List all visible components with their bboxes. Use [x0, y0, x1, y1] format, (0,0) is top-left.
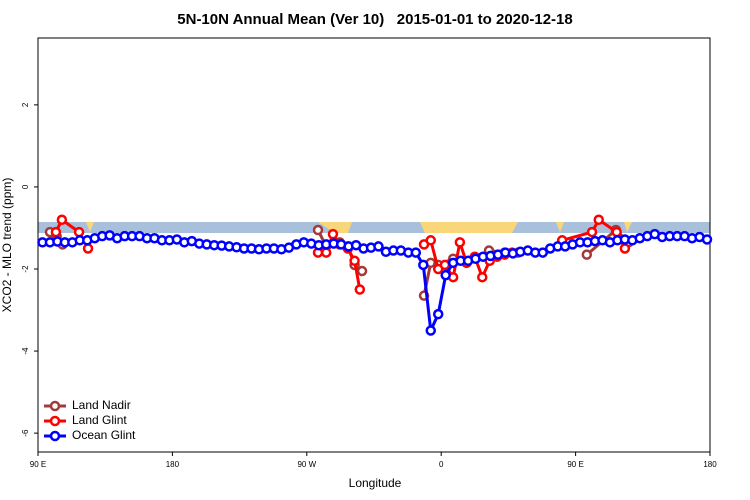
- x-tick-label: 90 E: [30, 460, 46, 469]
- point: [425, 235, 436, 246]
- land-shape: [420, 222, 518, 233]
- point: [432, 308, 444, 320]
- x-tick-label: 180: [703, 460, 717, 469]
- chart-title: 5N-10N Annual Mean (Ver 10) 2015-01-01 t…: [177, 11, 572, 28]
- point: [611, 226, 622, 238]
- x-tick-label: 90 W: [297, 460, 316, 469]
- y-tick-label: -6: [21, 429, 30, 437]
- y-axis-label: XCO2 - MLO trend (ppm): [0, 178, 14, 313]
- point: [581, 249, 593, 260]
- point: [454, 237, 466, 248]
- point: [320, 247, 332, 258]
- legend-marker: [49, 430, 61, 442]
- point: [82, 243, 94, 254]
- legend-label: Land Nadir: [72, 398, 131, 412]
- point: [425, 325, 436, 336]
- land-shape: [318, 222, 352, 233]
- legend-label: Land Glint: [72, 413, 127, 427]
- point: [410, 247, 422, 258]
- point: [619, 243, 631, 254]
- x-tick-label: 0: [439, 460, 444, 469]
- x-tick-label: 90 E: [567, 460, 583, 469]
- point: [312, 224, 324, 236]
- point: [373, 241, 384, 252]
- point: [73, 226, 85, 238]
- point: [418, 259, 429, 271]
- land-shape: [86, 222, 94, 232]
- land-shape: [556, 222, 564, 232]
- point: [56, 214, 68, 226]
- y-tick-label: 0: [21, 184, 30, 189]
- y-tick-label: 2: [21, 102, 30, 107]
- point: [439, 259, 451, 271]
- point: [440, 269, 451, 281]
- point: [50, 226, 62, 238]
- point: [354, 284, 366, 295]
- legend-marker: [49, 415, 61, 427]
- map-strip: [38, 222, 710, 233]
- point: [586, 226, 598, 238]
- ocean-band: [38, 222, 710, 233]
- legend-label: Ocean Glint: [72, 428, 136, 442]
- point: [349, 255, 360, 267]
- point: [701, 234, 713, 245]
- point: [356, 265, 368, 277]
- x-axis-label: Longitude: [349, 476, 402, 490]
- y-tick-label: -2: [21, 265, 30, 273]
- x-tick-label: 180: [166, 460, 180, 469]
- point: [593, 214, 604, 226]
- legend-marker: [49, 400, 61, 412]
- land-shape: [624, 222, 632, 232]
- y-tick-label: -4: [21, 347, 30, 355]
- point: [477, 271, 488, 283]
- point: [327, 228, 339, 240]
- point: [537, 247, 548, 258]
